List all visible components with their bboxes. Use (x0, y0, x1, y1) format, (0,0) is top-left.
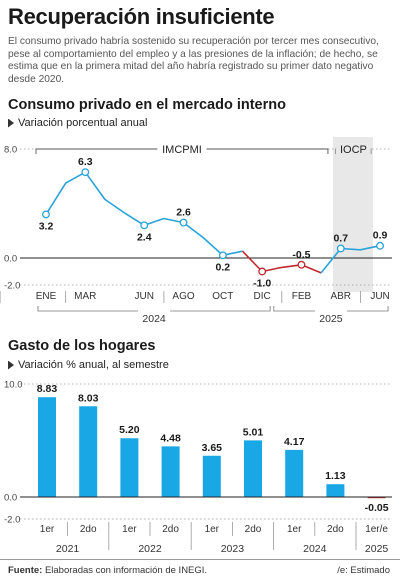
x-tick-label: 1er/e (365, 524, 388, 535)
y-tick-label: 10.0 (4, 380, 23, 391)
highlight-band (332, 137, 373, 292)
x-tick-label: 1er (122, 524, 137, 535)
year-label: 2024 (142, 313, 166, 325)
x-tick-label: AGO (172, 291, 194, 302)
x-tick-label: 2do (327, 524, 344, 535)
x-tick-label: 1er (40, 524, 55, 535)
chart2-subtitle-text: Variación % anual, al semestre (18, 359, 169, 371)
y-tick-label: 0.0 (4, 254, 17, 265)
x-tick-label: 2do (245, 524, 262, 535)
bar (367, 497, 386, 499)
bracket-label-bg (336, 142, 371, 156)
year-label-bg (138, 304, 171, 318)
year-label: 2025 (319, 313, 343, 325)
page-title: Recuperación insuficiente (8, 4, 275, 29)
line-chart: 8.0 0.0 -2.0 IMCPMI IOCP 3.2 6.3 2.4 2.6 0.2 -1.0 -… (0, 137, 392, 325)
x-tick-label: ABR (330, 291, 351, 302)
bar (244, 440, 262, 497)
data-label: 1.13 (325, 470, 346, 482)
x-tick-label: FEB (292, 291, 312, 302)
x-tick-label: 2do (162, 524, 179, 535)
bar (202, 455, 221, 497)
data-label: 8.83 (37, 383, 58, 395)
bracket-label: IMCPMI (162, 144, 202, 156)
data-point (336, 244, 345, 253)
data-point (42, 210, 50, 219)
bar (326, 484, 345, 497)
data-label: 3.2 (39, 220, 54, 232)
bar (38, 397, 56, 497)
data-label: 0.2 (216, 261, 231, 273)
marker-icon (8, 360, 14, 370)
footer: Fuente: Elaboradas con información de IN… (0, 559, 400, 587)
data-label: 2.4 (137, 231, 152, 243)
data-label: 4.48 (160, 432, 181, 444)
chart2-subtitle: Variación % anual, al semestre (8, 359, 169, 371)
data-label: 0.9 (373, 230, 388, 242)
page-subtitle: El consumo privado habría sostenido su r… (8, 36, 379, 85)
data-point (218, 251, 227, 260)
bar (79, 406, 98, 497)
data-label: 3.65 (202, 442, 223, 454)
data-label: -0.5 (292, 249, 310, 261)
chart2-title: Gasto de los hogares (8, 338, 156, 354)
bracket: IOCP (335, 142, 372, 156)
year-label: 2023 (221, 543, 245, 555)
x-tick-label: ENE (36, 291, 57, 302)
x-tick-label: JUN (135, 291, 154, 302)
y-tick-label: -2.0 (4, 515, 20, 526)
chart1-subtitle-text: Variación porcentual anual (18, 117, 148, 129)
data-label: 5.20 (119, 424, 140, 436)
x-tick-label: OCT (212, 291, 233, 302)
x-tick-label: 1er (287, 524, 302, 535)
data-label: 5.01 (243, 426, 264, 438)
year-label: 2025 (365, 543, 389, 555)
data-label: 0.7 (333, 232, 348, 244)
x-tick-label: MAR (74, 291, 96, 302)
x-tick-label: DIC (254, 291, 271, 302)
bar (120, 438, 139, 497)
y-tick-label: 0.0 (4, 493, 17, 504)
bar (161, 446, 180, 497)
data-label: 2.6 (176, 207, 191, 219)
year-label: 2022 (138, 543, 162, 555)
data-label: 8.03 (78, 392, 99, 404)
y-tick-label: -2.0 (4, 281, 20, 292)
series-line-segment (320, 244, 381, 274)
data-point (81, 168, 90, 177)
data-point (140, 221, 149, 230)
year-label: 2024 (303, 543, 327, 555)
data-point (297, 260, 306, 269)
source-note: Fuente: Elaboradas con información de IN… (8, 565, 208, 576)
year-label: 2021 (56, 543, 80, 555)
series-line-segment-negative (241, 250, 322, 274)
estimate-note: /e: Estimado (337, 565, 390, 576)
bracket-label-bg (157, 142, 207, 156)
bracket: IMCPMI (35, 142, 329, 156)
data-point (376, 241, 384, 250)
bar-chart: 10.0 0.0 -2.0 8.83 8.03 5.20 4.48 3.65 5.01 4.17 1… (4, 380, 392, 555)
marker-icon (8, 118, 14, 128)
chart1-subtitle: Variación porcentual anual (8, 117, 147, 129)
data-point (179, 218, 188, 227)
data-label: -1.0 (253, 278, 271, 290)
data-label: 6.3 (78, 156, 93, 168)
data-label: -0.05 (365, 502, 389, 514)
year-label-bg (314, 304, 347, 318)
bracket-label: IOCP (340, 144, 367, 156)
x-tick-label: 1er (205, 524, 220, 535)
chart1-title: Consumo privado en el mercado interno (8, 97, 286, 113)
bar (285, 449, 304, 497)
data-point (258, 267, 267, 276)
x-tick-label: JUN (370, 291, 389, 302)
x-tick-label: 2do (80, 524, 97, 535)
y-tick-label: 8.0 (4, 145, 17, 156)
data-label: 4.17 (284, 436, 305, 448)
